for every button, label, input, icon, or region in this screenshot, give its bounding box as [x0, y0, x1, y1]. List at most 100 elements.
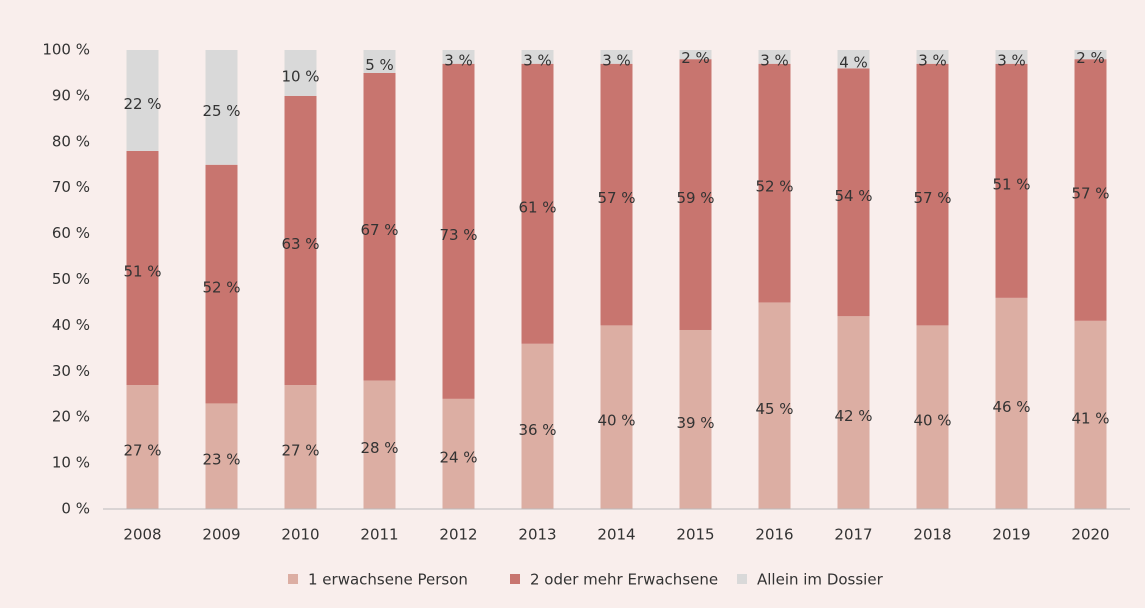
bar-segment	[126, 50, 159, 151]
y-tick-label: 60 %	[52, 224, 90, 242]
bar-segment	[205, 50, 238, 165]
bar-segment	[600, 63, 633, 326]
data-label: 67 %	[360, 221, 398, 239]
bar-segment	[600, 325, 633, 509]
data-label: 27 %	[281, 442, 319, 460]
legend-swatch	[288, 574, 298, 584]
x-tick-label: 2014	[597, 526, 635, 544]
data-label: 3 %	[444, 51, 473, 69]
bar-segment	[679, 329, 712, 509]
data-label: 57 %	[1071, 184, 1109, 202]
bar-segment	[995, 50, 1028, 64]
x-tick-label: 2015	[676, 526, 714, 544]
y-tick-label: 100 %	[42, 41, 90, 59]
bar-segment	[1074, 59, 1107, 321]
data-label: 40 %	[597, 412, 635, 430]
bar-segment	[363, 72, 396, 381]
legend-label: Allein im Dossier	[757, 571, 884, 589]
data-label: 36 %	[518, 421, 556, 439]
x-tick-label: 2011	[360, 526, 398, 544]
data-label: 41 %	[1071, 409, 1109, 427]
bar-segment	[205, 403, 238, 509]
bar-segment	[1074, 320, 1107, 509]
data-label: 25 %	[202, 102, 240, 120]
bar-segment	[837, 50, 870, 69]
x-tick-label: 2017	[834, 526, 872, 544]
x-tick-label: 2013	[518, 526, 556, 544]
y-tick-label: 50 %	[52, 270, 90, 288]
data-label: 45 %	[755, 400, 793, 418]
data-label: 39 %	[676, 414, 714, 432]
data-label: 51 %	[992, 175, 1030, 193]
data-label: 2 %	[681, 49, 710, 67]
y-tick-label: 0 %	[61, 500, 90, 518]
x-tick-label: 2009	[202, 526, 240, 544]
data-label: 57 %	[913, 189, 951, 207]
bar-segment	[916, 63, 949, 326]
data-label: 52 %	[755, 178, 793, 196]
data-label: 3 %	[997, 51, 1026, 69]
data-label: 3 %	[760, 51, 789, 69]
bar-segment	[442, 63, 475, 399]
data-label: 10 %	[281, 67, 319, 85]
bar-segment	[521, 343, 554, 509]
y-tick-label: 70 %	[52, 178, 90, 196]
bar-segment	[758, 302, 791, 509]
bar-segment	[758, 50, 791, 64]
bar-segment	[758, 63, 791, 303]
bar-segment	[837, 316, 870, 509]
x-tick-label: 2018	[913, 526, 951, 544]
data-label: 5 %	[365, 56, 394, 74]
bar-segment	[205, 164, 238, 404]
bar-segment	[126, 385, 159, 509]
y-tick-label: 90 %	[52, 86, 90, 104]
data-label: 3 %	[602, 51, 631, 69]
data-label: 4 %	[839, 54, 868, 72]
bar-segment	[600, 50, 633, 64]
data-label: 51 %	[123, 263, 161, 281]
bar-segment	[363, 380, 396, 509]
data-label: 42 %	[834, 407, 872, 425]
bar-segment	[442, 398, 475, 509]
data-label: 22 %	[123, 95, 161, 113]
data-label: 63 %	[281, 235, 319, 253]
x-tick-label: 2010	[281, 526, 319, 544]
bar-segment	[916, 325, 949, 509]
bar-segment	[442, 50, 475, 64]
bar-segment	[995, 63, 1028, 298]
data-label: 24 %	[439, 448, 477, 466]
bar-segment	[1074, 50, 1107, 60]
data-label: 61 %	[518, 198, 556, 216]
y-tick-label: 40 %	[52, 316, 90, 334]
bar-segment	[521, 50, 554, 64]
bar-segment	[363, 50, 396, 73]
x-tick-label: 2020	[1071, 526, 1109, 544]
x-tick-label: 2012	[439, 526, 477, 544]
x-tick-label: 2008	[123, 526, 161, 544]
x-tick-label: 2016	[755, 526, 793, 544]
y-tick-label: 10 %	[52, 454, 90, 472]
bar-segment	[916, 50, 949, 64]
data-label: 46 %	[992, 398, 1030, 416]
data-label: 2 %	[1076, 49, 1105, 67]
bar-segment	[284, 50, 317, 96]
data-label: 40 %	[913, 412, 951, 430]
bar-segment	[679, 59, 712, 330]
bar-segment	[995, 297, 1028, 509]
y-tick-label: 30 %	[52, 362, 90, 380]
bar-segment	[521, 63, 554, 344]
legend-swatch	[510, 574, 520, 584]
data-label: 27 %	[123, 442, 161, 460]
x-tick-label: 2019	[992, 526, 1030, 544]
bar-segment	[284, 95, 317, 386]
data-label: 3 %	[918, 51, 947, 69]
legend-swatch	[737, 574, 747, 584]
bar-segment	[126, 150, 159, 386]
y-tick-label: 20 %	[52, 408, 90, 426]
data-label: 59 %	[676, 189, 714, 207]
data-label: 54 %	[834, 187, 872, 205]
y-tick-label: 80 %	[52, 132, 90, 150]
bar-segment	[284, 385, 317, 509]
